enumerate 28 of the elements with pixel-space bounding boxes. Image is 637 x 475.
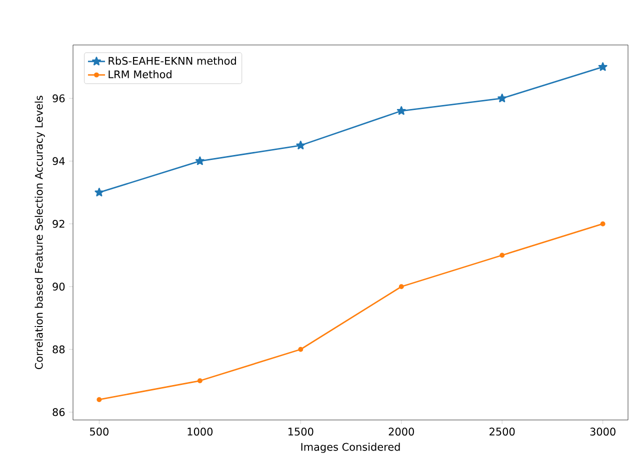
y-tick-label: 94 xyxy=(52,157,65,166)
x-axis-title: Images Considered xyxy=(301,442,400,453)
point xyxy=(598,62,608,71)
point xyxy=(396,106,406,115)
legend-label: RbS-EAHE-EKNN method xyxy=(108,56,236,65)
y-tick-label: 88 xyxy=(52,345,65,354)
y-tick-label: 92 xyxy=(52,220,64,228)
y-tick-label: 86 xyxy=(52,408,65,416)
x-tick-label: 1500 xyxy=(288,428,314,436)
point xyxy=(96,397,102,402)
x-tick-label: 500 xyxy=(90,428,108,436)
point xyxy=(296,140,306,150)
x-tick-label: 1000 xyxy=(188,428,213,436)
y-axis-title: Correlation based Feature Selection Accuracy Levels xyxy=(34,96,45,370)
point xyxy=(195,156,204,166)
x-tick-label: 3000 xyxy=(590,428,616,436)
y-tick-label: 96 xyxy=(52,94,65,102)
point xyxy=(498,94,507,102)
point xyxy=(398,284,404,290)
x-tick-label: 2000 xyxy=(388,428,414,436)
point xyxy=(94,188,104,196)
y-tick-label: 90 xyxy=(52,282,65,291)
point xyxy=(197,378,202,384)
point xyxy=(500,252,505,258)
point xyxy=(600,221,606,226)
x-tick-label: 2500 xyxy=(490,428,515,436)
legend-label: LRM Method xyxy=(108,70,172,78)
point xyxy=(298,346,304,352)
